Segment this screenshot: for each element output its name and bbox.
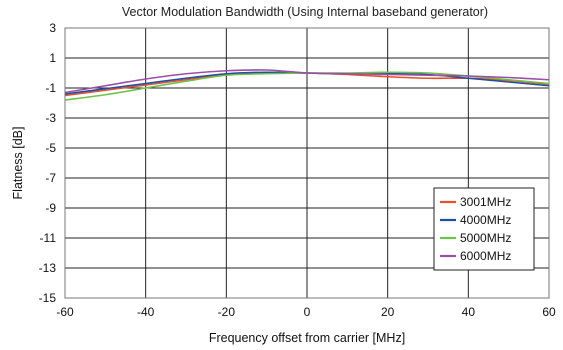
x-tick-label: -20 [218,305,236,319]
y-tick-label: -5 [45,141,56,155]
x-tick-label: 40 [462,305,476,319]
plot-frame [64,27,550,299]
legend-label: 5000MHz [460,231,511,245]
y-tick-label: -9 [45,201,56,215]
x-tick-label: -40 [137,305,155,319]
y-tick-label: 1 [49,51,56,65]
y-axis-label: Flatness [dB] [11,127,25,200]
y-tick-labels: 3 1 -1 -3 -5 -7 -9 -11 -13 -15 [39,21,57,305]
chart-title: Vector Modulation Bandwidth (Using Inter… [122,5,488,19]
x-tick-labels: -60 -40 -20 0 20 40 60 [56,305,556,319]
x-tick-label: 0 [304,305,311,319]
x-axis-label: Frequency offset from carrier [MHz] [209,331,405,345]
legend-label: 6000MHz [460,249,511,263]
y-tick-label: -3 [45,111,56,125]
y-tick-label: -13 [39,261,57,275]
y-tick-label: -7 [45,171,56,185]
y-tick-label: -1 [45,81,56,95]
series-line-6000MHz [64,69,550,94]
legend-label: 4000MHz [460,213,511,227]
x-tick-label: 60 [542,305,556,319]
x-tick-label: -60 [56,305,74,319]
y-tick-label: -11 [40,231,57,245]
y-tick-label: 3 [49,21,56,35]
legend: 3001MHz 4000MHz 5000MHz 6000MHz [433,187,535,271]
y-tick-label: -15 [39,291,57,305]
series-layer [64,69,550,101]
x-tick-label: 20 [381,305,395,319]
legend-label: 3001MHz [460,195,511,209]
